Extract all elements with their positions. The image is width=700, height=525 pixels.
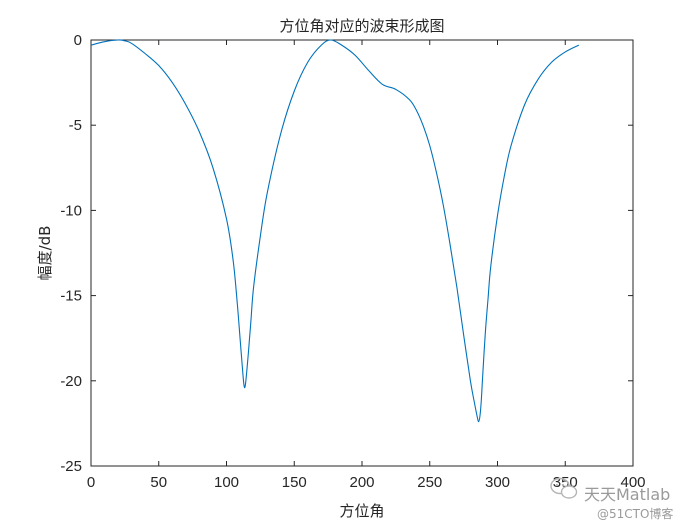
x-tick-label: 400 [620,474,645,491]
plot-area: 0 50 100 150 200 250 300 350 400 0-5-10-15-20-25 [60,32,645,491]
x-axis-ticks: 0 50 100 150 200 250 300 350 400 [87,40,646,491]
watermark: 天天Matlab @51CTO博客 [550,477,673,521]
x-tick-label: 150 [282,474,307,491]
y-tick-label: 0 [74,32,82,49]
series-line [90,39,580,423]
y-tick-label: -5 [69,117,82,134]
y-tick-label: -15 [60,288,82,305]
x-tick-label: 250 [417,474,442,491]
x-tick-label: 300 [485,474,510,491]
y-axis-label: 幅度/dB [36,226,54,281]
plot-frame [90,39,634,467]
y-axis-ticks: 0 -5 -10 -15 -20 -25 [60,32,633,475]
watermark-sub-text: @51CTO博客 [597,506,673,521]
x-tick-label: 200 [349,474,374,491]
x-tick-label: 100 [214,474,239,491]
x-tick-label: 0 [87,474,95,491]
watermark-main-text: 天天Matlab [584,485,670,504]
x-tick-label: 50 [150,474,167,491]
y-tick-label: -20 [60,373,82,390]
y-tick-label: -10 [60,202,82,219]
x-axis-label: 方位角 [339,502,384,520]
wechat-logo-icon [550,477,578,499]
y-tick-label: -25 [60,458,82,475]
chart-title: 方位角对应的波束形成图 [279,17,444,35]
